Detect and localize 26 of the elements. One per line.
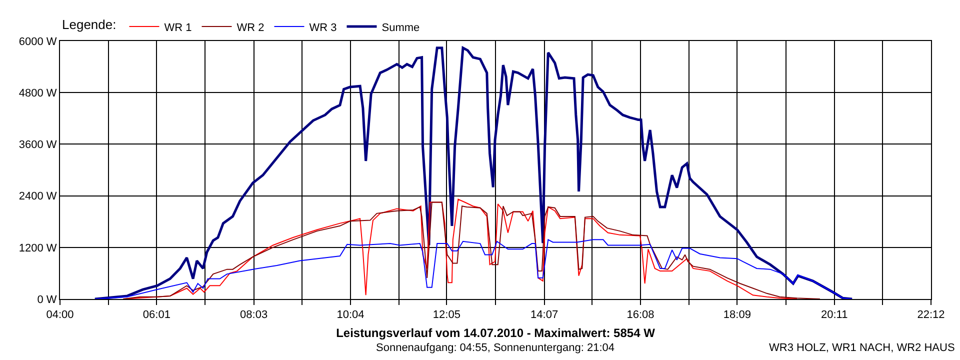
line-series (94, 239, 853, 299)
x-tick-label: 16:08 (626, 309, 654, 322)
y-tick-label: 1200 W (18, 242, 58, 254)
x-tick-label: 10:04 (336, 309, 364, 322)
y-tick-label: 2400 W (18, 190, 58, 203)
line-series (94, 46, 854, 299)
y-tick-label: 3600 W (18, 139, 58, 152)
x-tick-label: 22:12 (917, 309, 945, 322)
text: WR3 HOLZ, WR1 NACH, WR2 HAUS (769, 342, 955, 354)
y-tick-label: 4800 W (18, 87, 58, 100)
legend-label: WR 1 (164, 22, 192, 34)
y-tick-label: 0 W (37, 294, 58, 306)
x-tick-label: 08:03 (240, 309, 268, 322)
legend-label: WR 3 (309, 22, 337, 34)
y-tick-label: 6000 W (18, 36, 58, 48)
x-tick-label: 04:00 (46, 309, 74, 322)
legend-label: WR 2 (236, 22, 264, 34)
x-tick-label: 18:09 (723, 309, 751, 322)
x-tick-label: 12:05 (432, 309, 460, 322)
legend-title: Legende: (62, 16, 116, 32)
legend-label: Summe (382, 22, 420, 34)
x-tick-label: 14:07 (530, 309, 558, 322)
x-tick-label: 06:01 (142, 309, 170, 322)
text: Leistungsverlauf vom 14.07.2010 - Maximalwert: 5854 W (336, 326, 656, 340)
text: Sonnenaufgang: 04:55, Sonnenuntergang: 21:04 (376, 342, 615, 354)
x-tick-label: 20:11 (820, 309, 848, 322)
